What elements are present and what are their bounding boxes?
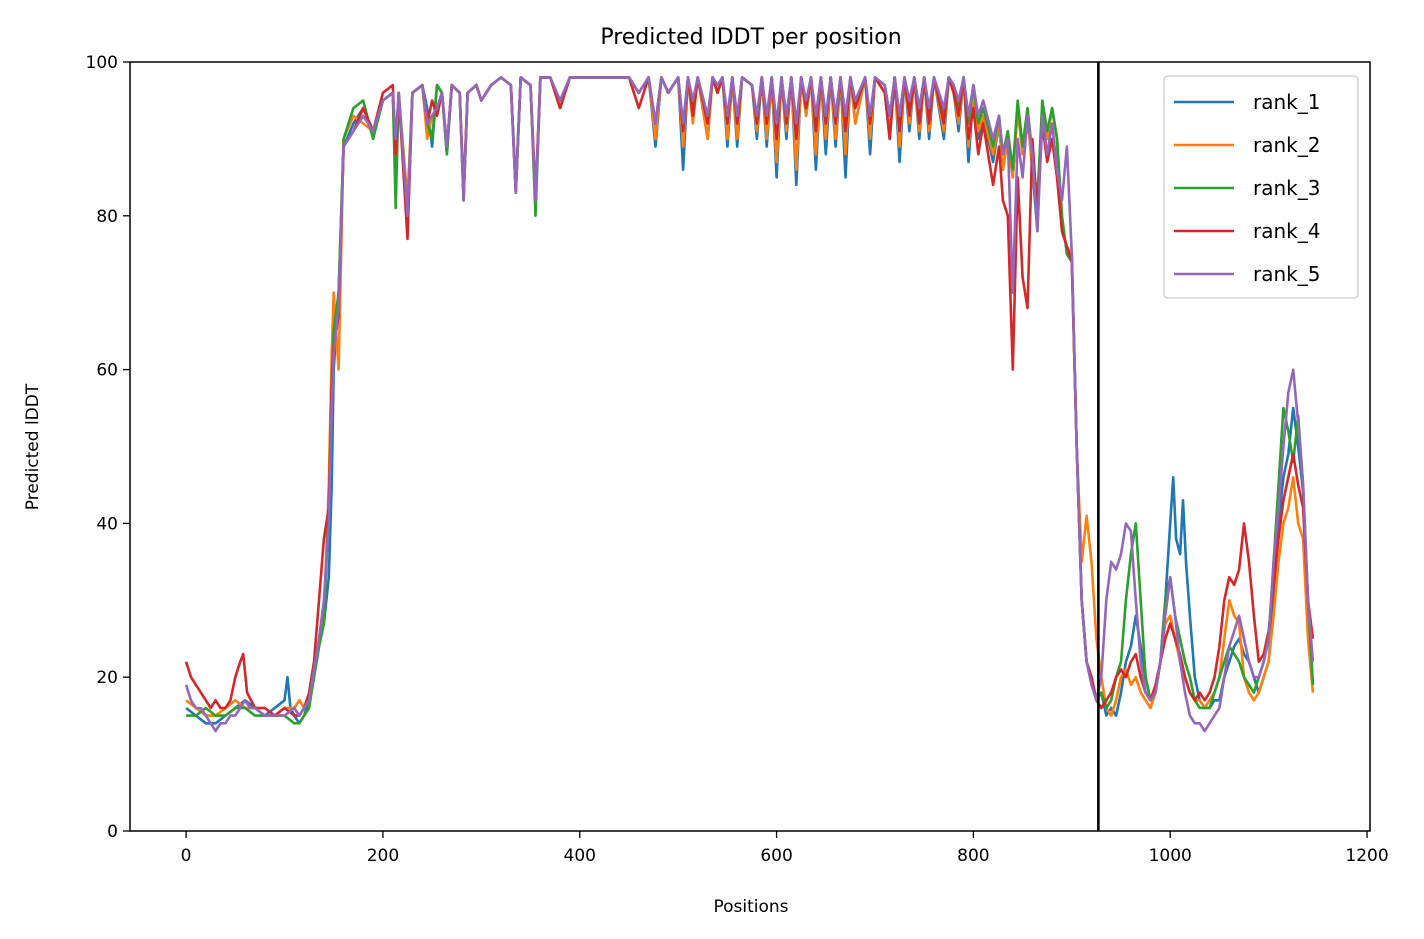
y-tick-label: 0 xyxy=(107,822,118,842)
y-tick-label: 100 xyxy=(86,53,118,73)
x-tick-label: 1200 xyxy=(1345,846,1388,866)
legend-label-rank_1: rank_1 xyxy=(1253,90,1320,114)
x-axis-label: Positions xyxy=(713,897,788,917)
series-line-rank_1 xyxy=(185,76,1315,725)
y-axis-label: Predicted lDDT xyxy=(23,383,43,510)
x-tick-label: 800 xyxy=(957,846,989,866)
chart-title: Predicted lDDT per position xyxy=(600,25,901,50)
x-tick-label: 1000 xyxy=(1149,846,1192,866)
y-tick-label: 20 xyxy=(96,668,118,688)
plot-frame xyxy=(129,61,1371,832)
legend-label-rank_4: rank_4 xyxy=(1253,219,1320,243)
x-tick-label: 200 xyxy=(367,846,399,866)
series-line-rank_4 xyxy=(184,76,1315,717)
y-tick-label: 80 xyxy=(96,207,118,227)
legend-frame xyxy=(1163,75,1359,299)
legend-label-rank_3: rank_3 xyxy=(1253,176,1320,200)
y-tick-label: 60 xyxy=(96,361,118,381)
series-line-rank_2 xyxy=(185,76,1315,717)
x-tick-label: 400 xyxy=(564,846,596,866)
series-line-rank_3 xyxy=(186,76,1315,725)
series-lines xyxy=(184,62,1315,831)
series-line-rank_5 xyxy=(184,76,1315,733)
plot-area xyxy=(184,62,1315,831)
x-tick-label: 600 xyxy=(760,846,792,866)
legend-label-rank_5: rank_5 xyxy=(1253,262,1320,286)
x-tick-label: 0 xyxy=(181,846,192,866)
legend: rank_1 rank_2 rank_3 rank_4 rank_5 xyxy=(1163,75,1359,299)
y-tick-label: 40 xyxy=(96,514,118,534)
legend-label-rank_2: rank_2 xyxy=(1253,133,1320,157)
axes: 0 200 400 600 800 1000 1200 0 20 40 60 80 100 xyxy=(86,53,1389,866)
